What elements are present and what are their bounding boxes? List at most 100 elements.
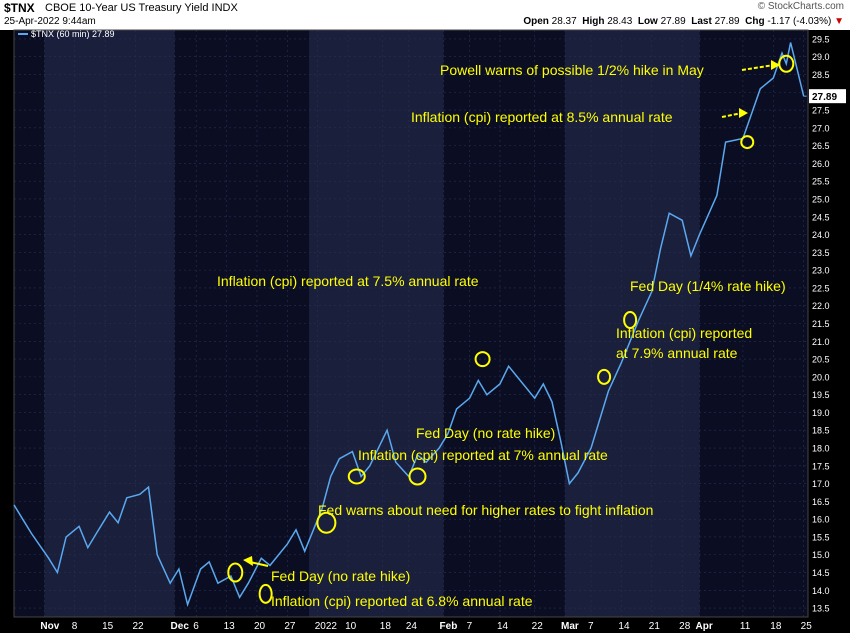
chg-value: -1.17 (-4.03%): [767, 16, 832, 27]
y-tick-label: 24.5: [812, 212, 830, 222]
y-tick-label: 27.0: [812, 123, 830, 133]
month-band: [174, 30, 310, 617]
annotation-circle: [258, 583, 273, 604]
y-tick-label: 16.0: [812, 515, 830, 525]
x-tick-label: 14: [618, 621, 630, 632]
y-tick-label: 18.0: [812, 444, 830, 454]
y-tick-label: 26.0: [812, 159, 830, 169]
annotations: Fed Day (no rate hike) Inflation (cpi) re…: [217, 54, 795, 609]
annotation-circle: [316, 511, 337, 534]
annotation-label: Inflation (cpi) reported: [616, 325, 752, 341]
y-tick-label: 16.5: [812, 497, 830, 507]
y-tick-label: 15.5: [812, 532, 830, 542]
x-tick-label: 10: [345, 621, 357, 632]
series-line-tnx: [13, 42, 805, 608]
y-tick-label: 23.5: [812, 248, 830, 258]
annotation-label: Inflation (cpi) reported at 7% annual ra…: [358, 447, 608, 463]
low-label: Low: [637, 16, 658, 27]
annotation-label: Inflation (cpi) reported at 7.5% annual …: [217, 273, 479, 289]
y-tick-label: 22.0: [812, 301, 830, 311]
annotation-circle: [740, 135, 755, 150]
x-tick-label: Apr: [696, 621, 713, 632]
high-label: High: [582, 16, 605, 27]
plot-frame: [13, 29, 809, 618]
last-value-badge: [809, 89, 846, 104]
annotation-label: Fed warns about need for higher rates to…: [318, 502, 653, 518]
y-tick-label: 29.5: [812, 34, 830, 44]
legend: $TNX (60 min) 27.89: [18, 29, 808, 97]
y-tick-label: 15.0: [812, 550, 830, 560]
x-tick-label: Dec: [171, 621, 190, 632]
y-tick-label: 13.5: [812, 604, 830, 614]
low-value: 27.89: [660, 16, 686, 27]
annotation-label: Fed Day (no rate hike): [271, 568, 410, 584]
arrow-powell-hike-shaft: [741, 64, 775, 71]
x-tick-label: Mar: [561, 621, 579, 632]
annotation-label: Powell warns of possible 1/2% hike in Ma…: [440, 62, 704, 78]
chg-down-icon: ▼: [834, 16, 844, 27]
month-band: [309, 30, 444, 617]
x-tick-label: 8: [72, 621, 78, 632]
x-axis: Nov 8 15 22 Dec 6 13 20 27 2022 10 18 24 Feb 7 14 22 Mar 7…: [40, 621, 812, 632]
x-tick-label: 27: [284, 621, 296, 632]
x-tick-label: 22: [532, 621, 544, 632]
y-tick-label: 29.0: [812, 52, 830, 62]
chg-label: Chg: [745, 16, 765, 27]
description: CBOE 10-Year US Treasury Yield INDX: [45, 2, 238, 14]
x-tick-label: 22: [132, 621, 144, 632]
x-tick-label: 13: [224, 621, 236, 632]
arrow-inflation-8-5-head: [739, 108, 748, 118]
annotation-label: Fed Day (1/4% rate hike): [630, 278, 786, 294]
x-tick-label: 2022: [315, 621, 338, 632]
y-tick-label: 25.0: [812, 194, 830, 204]
y-tick-label: 28.5: [812, 70, 830, 80]
annotation-circle: [778, 54, 795, 73]
x-tick-label: 7: [588, 621, 594, 632]
annotation-label: Inflation (cpi) reported at 6.8% annual …: [271, 593, 533, 609]
y-tick-label: 20.0: [812, 372, 830, 382]
x-tick-label: 15: [102, 621, 114, 632]
y-tick-label: 17.5: [812, 461, 830, 471]
open-label: Open: [523, 16, 549, 27]
x-tick-label: 24: [406, 621, 418, 632]
y-tick-label: 19.0: [812, 408, 830, 418]
credit: © StockCharts.com: [757, 1, 844, 12]
x-tick-label: 28: [679, 621, 691, 632]
annotation-circle: [597, 368, 612, 385]
x-tick-label: 11: [740, 621, 751, 632]
x-tick-label: 21: [649, 621, 661, 632]
high-value: 28.43: [607, 16, 633, 27]
y-tick-label: 18.5: [812, 426, 830, 436]
chart-header: $TNX CBOE 10-Year US Treasury Yield INDX…: [0, 0, 850, 30]
y-tick-label: 14.5: [812, 568, 830, 578]
x-tick-label: Nov: [40, 621, 59, 632]
x-tick-label: 18: [770, 621, 782, 632]
annotation-label: Fed Day (no rate hike): [416, 425, 555, 441]
arrow-inflation-8-5-shaft: [721, 112, 743, 118]
annotation-circle: [474, 351, 491, 368]
y-tick-label: 17.0: [812, 479, 830, 489]
annotation-circle: [227, 562, 244, 583]
y-tick-label: 21.0: [812, 337, 830, 347]
month-band: [565, 30, 700, 617]
y-tick-label: 26.5: [812, 141, 830, 151]
y-tick-label: 19.5: [812, 390, 830, 400]
y-tick-label: 27.5: [812, 106, 830, 116]
symbol: $TNX: [4, 1, 35, 15]
y-tick-label: 23.0: [812, 266, 830, 276]
x-tick-label: 25: [801, 621, 813, 632]
datetime: 25-Apr-2022 9:44am: [4, 16, 96, 27]
annotation-label: at 7.9% annual rate: [616, 345, 738, 361]
y-tick-label: 24.0: [812, 230, 830, 240]
arrow-powell-hike-head: [771, 60, 780, 70]
x-tick-label: 20: [254, 621, 266, 632]
y-tick-label: 22.5: [812, 283, 830, 293]
ohlc-readout: Open 28.37 High 28.43 Low 27.89 Last 27.…: [523, 16, 844, 27]
last-label: Last: [691, 16, 712, 27]
x-tick-label: 14: [497, 621, 509, 632]
description-text: CBOE 10-Year US Treasury Yield: [45, 2, 209, 14]
x-tick-label: Feb: [440, 621, 458, 632]
annotation-circle: [347, 468, 366, 485]
arrow-fed-day-dec-shaft: [249, 561, 269, 567]
